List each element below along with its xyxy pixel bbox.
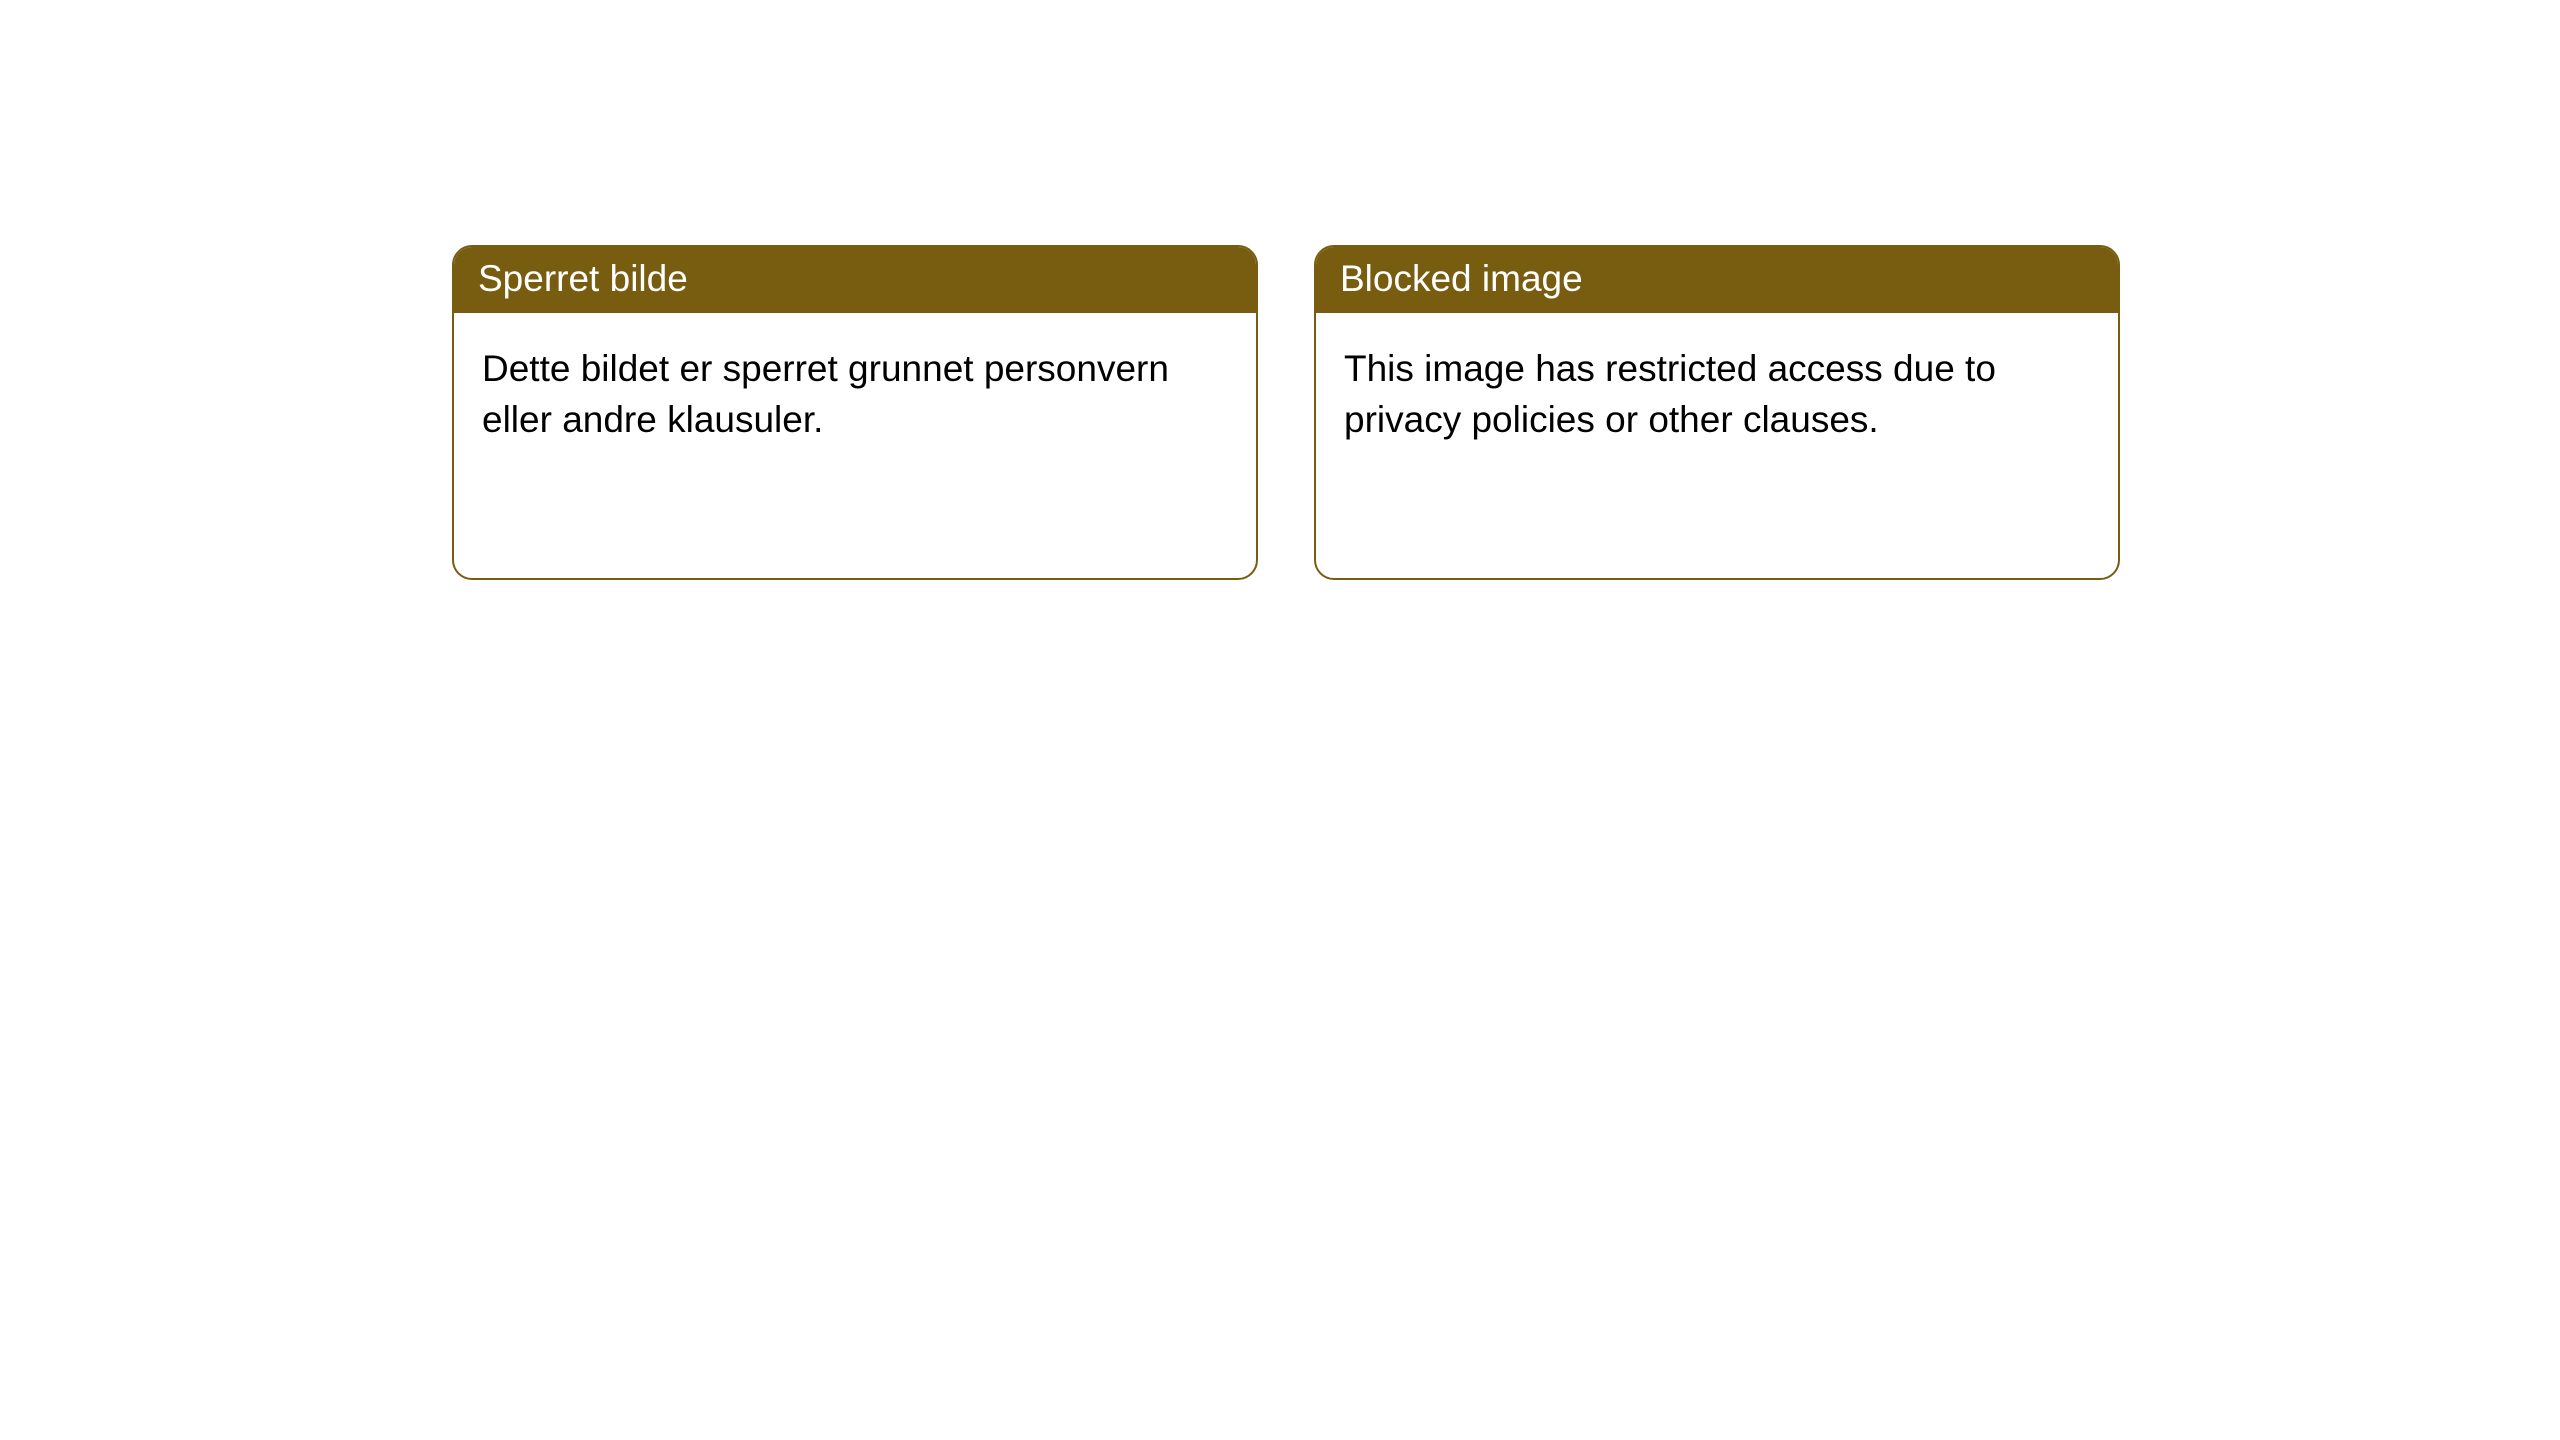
card-body-no: Dette bildet er sperret grunnet personve… [454, 313, 1256, 475]
card-title-no: Sperret bilde [454, 247, 1256, 313]
cards-container: Sperret bilde Dette bildet er sperret gr… [0, 0, 2560, 580]
blocked-image-card-no: Sperret bilde Dette bildet er sperret gr… [452, 245, 1258, 580]
blocked-image-card-en: Blocked image This image has restricted … [1314, 245, 2120, 580]
card-title-en: Blocked image [1316, 247, 2118, 313]
card-body-en: This image has restricted access due to … [1316, 313, 2118, 475]
